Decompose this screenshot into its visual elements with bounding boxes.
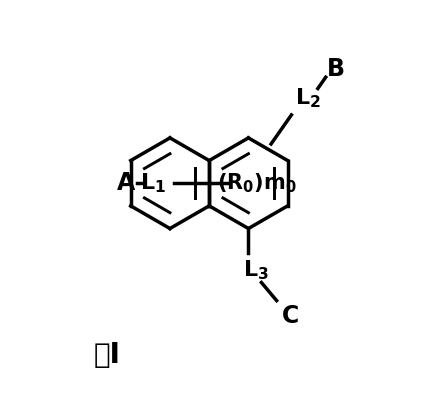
- Text: $\mathbf{B}$: $\mathbf{B}$: [326, 57, 345, 80]
- Text: 式I: 式I: [93, 340, 120, 369]
- Text: $\mathbf{(R_0)m_0}$: $\mathbf{(R_0)m_0}$: [217, 171, 296, 195]
- Text: $\mathbf{C}$: $\mathbf{C}$: [281, 304, 299, 328]
- Text: $\mathbf{L_2}$: $\mathbf{L_2}$: [295, 87, 321, 110]
- Text: $\mathbf{L_1}$: $\mathbf{L_1}$: [140, 171, 166, 195]
- Text: $\mathbf{L_3}$: $\mathbf{L_3}$: [243, 258, 268, 282]
- Text: $\mathbf{A}$: $\mathbf{A}$: [115, 171, 136, 195]
